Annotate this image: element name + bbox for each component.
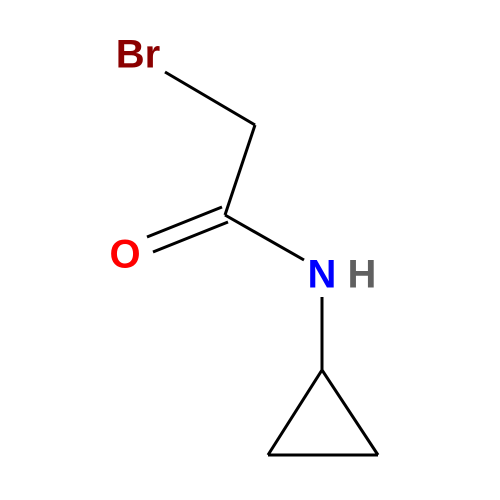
bond-c-o-1	[147, 207, 222, 237]
bond-c-n	[225, 215, 304, 260]
atom-h: H	[348, 253, 377, 298]
bond-cyclo-2	[322, 370, 378, 455]
atom-o: O	[109, 233, 140, 278]
atom-br: Br	[116, 33, 160, 78]
bond-c-o-2	[153, 222, 228, 252]
bond-cyclo-1	[268, 370, 322, 455]
bond-br-ch2	[165, 72, 255, 125]
atom-n: N	[308, 253, 337, 298]
molecule-canvas	[0, 0, 500, 500]
bonds-group	[147, 72, 378, 455]
bond-ch2-c	[225, 125, 255, 215]
